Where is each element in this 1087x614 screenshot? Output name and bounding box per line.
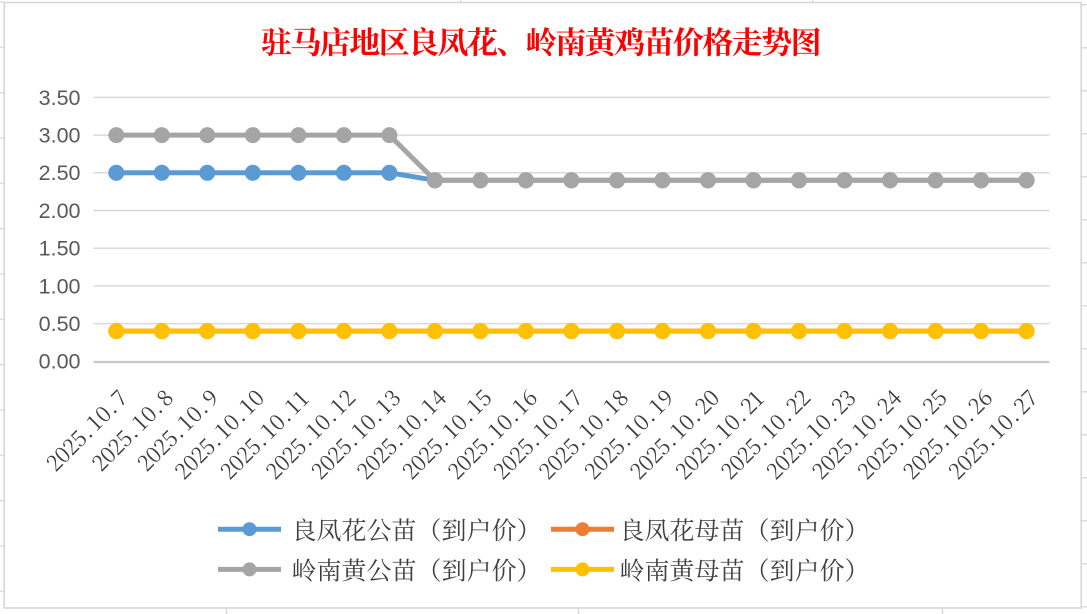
svg-text:2.50: 2.50 [39,161,81,185]
svg-text:0.50: 0.50 [39,312,81,336]
svg-text:0.00: 0.00 [39,350,81,374]
svg-text:1.00: 1.00 [39,274,81,298]
svg-text:3.00: 3.00 [39,124,81,148]
svg-text:2.00: 2.00 [39,199,81,223]
svg-text:3.50: 3.50 [39,86,81,110]
svg-text:1.50: 1.50 [39,237,81,261]
